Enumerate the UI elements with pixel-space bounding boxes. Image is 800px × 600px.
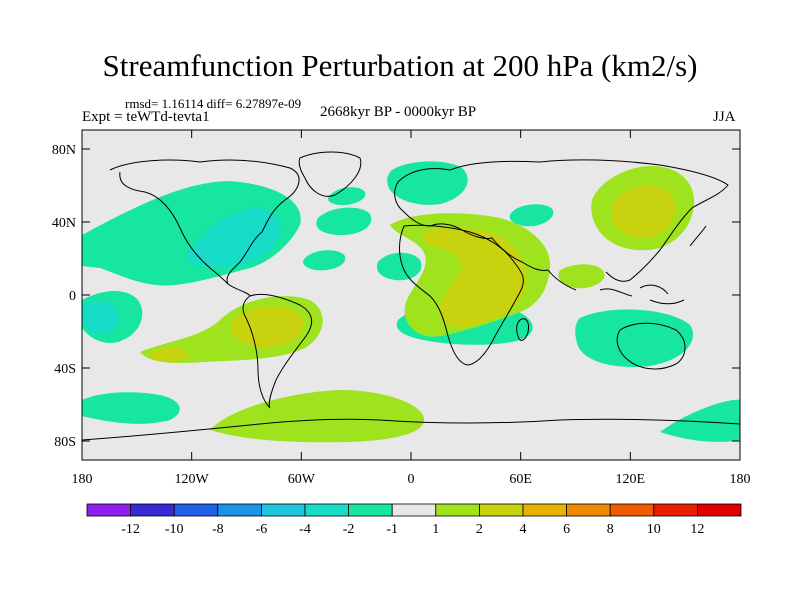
colorbar-label: 6 — [563, 522, 570, 537]
coastline-north-america — [109, 159, 300, 297]
colorbar-swatch — [609, 503, 655, 517]
contour-negative — [376, 252, 422, 281]
colorbar-label: -6 — [256, 522, 268, 537]
season-label: JJA — [713, 109, 736, 125]
contour-negative — [387, 161, 468, 205]
colorbar-swatch — [217, 503, 262, 517]
colorbar-swatch — [697, 503, 742, 517]
contour-positive — [422, 227, 527, 327]
coastline-antarctica — [82, 418, 740, 441]
colorbar-label: -12 — [121, 522, 140, 537]
lat-tick-label: 40N — [52, 216, 76, 231]
colorbar-swatch — [522, 503, 567, 517]
chart-title: Streamfunction Perturbation at 200 hPa (… — [102, 48, 698, 83]
contour-positive — [231, 306, 304, 348]
colorbar-label: -1 — [386, 522, 398, 537]
lat-tick-label: 40S — [54, 362, 76, 377]
colorbar-swatch — [478, 503, 524, 517]
colorbar-swatch — [260, 503, 306, 517]
colorbar-swatch — [566, 503, 611, 517]
contour-negative — [316, 207, 372, 236]
colorbar-swatch — [391, 503, 437, 517]
colorbar-label: 8 — [607, 522, 614, 537]
coastline-madagascar — [516, 318, 529, 341]
lon-tick-label: 180 — [730, 472, 751, 487]
coastline-eurasia — [394, 159, 729, 291]
colorbar-swatch — [130, 503, 175, 517]
contour-negative — [82, 300, 119, 334]
colorbar-label: 2 — [476, 522, 483, 537]
contour-negative — [187, 207, 281, 269]
contour-negative — [660, 399, 740, 442]
colorbar-label: -8 — [212, 522, 224, 537]
lon-tick-label: 120W — [175, 472, 210, 487]
colorbar-swatch — [86, 503, 131, 517]
period-label: 2668kyr BP - 0000kyr BP — [320, 104, 477, 120]
lon-tick-label: 120E — [616, 472, 646, 487]
latitude-axis: 80N 40N 0 40S 80S — [52, 143, 740, 450]
contour-negative — [303, 250, 346, 271]
longitude-axis: 180 120W 60W 0 60E 120E 180 — [72, 130, 751, 487]
colorbar-label: -10 — [165, 522, 184, 537]
coastlines — [82, 151, 740, 441]
lon-tick-label: 60E — [509, 472, 532, 487]
colorbar: -12 -10 -8 -6 -4 -2 -1 1 2 4 6 8 10 12 — [86, 503, 742, 537]
lat-tick-label: 80N — [52, 143, 76, 158]
coastline-maritime-asia — [599, 225, 707, 305]
colorbar-swatch — [173, 503, 219, 517]
colorbar-swatch — [304, 503, 349, 517]
contour-positive — [151, 347, 189, 362]
lon-tick-label: 0 — [408, 472, 415, 487]
contour-fields — [82, 161, 740, 443]
lat-tick-label: 0 — [69, 289, 76, 304]
contour-negative — [82, 392, 180, 424]
contour-negative — [575, 309, 694, 368]
coastline-south-america — [242, 293, 313, 409]
lat-tick-label: 80S — [54, 435, 76, 450]
coastline-australia — [616, 322, 686, 370]
colorbar-label: -4 — [299, 522, 311, 537]
colorbar-label: -2 — [343, 522, 355, 537]
experiment-label: Expt = teWTd-tevta1 — [82, 109, 210, 125]
contour-negative — [509, 204, 554, 227]
colorbar-label: 10 — [647, 522, 661, 537]
stats-label: rmsd= 1.16114 diff= 6.27897e-09 — [125, 96, 302, 111]
coastline-greenland — [298, 151, 362, 197]
coastline-africa — [399, 224, 524, 366]
contour-positive — [210, 390, 425, 443]
lon-tick-label: 180 — [72, 472, 93, 487]
contour-negative — [328, 187, 366, 206]
colorbar-label: 4 — [520, 522, 527, 537]
colorbar-label: 1 — [432, 522, 439, 537]
colorbar-swatch — [653, 503, 698, 517]
lon-tick-label: 60W — [288, 472, 316, 487]
contour-positive — [610, 185, 676, 238]
colorbar-label: 12 — [690, 522, 704, 537]
colorbar-swatch — [348, 503, 393, 517]
colorbar-swatch — [435, 503, 480, 517]
contour-positive — [558, 264, 605, 289]
